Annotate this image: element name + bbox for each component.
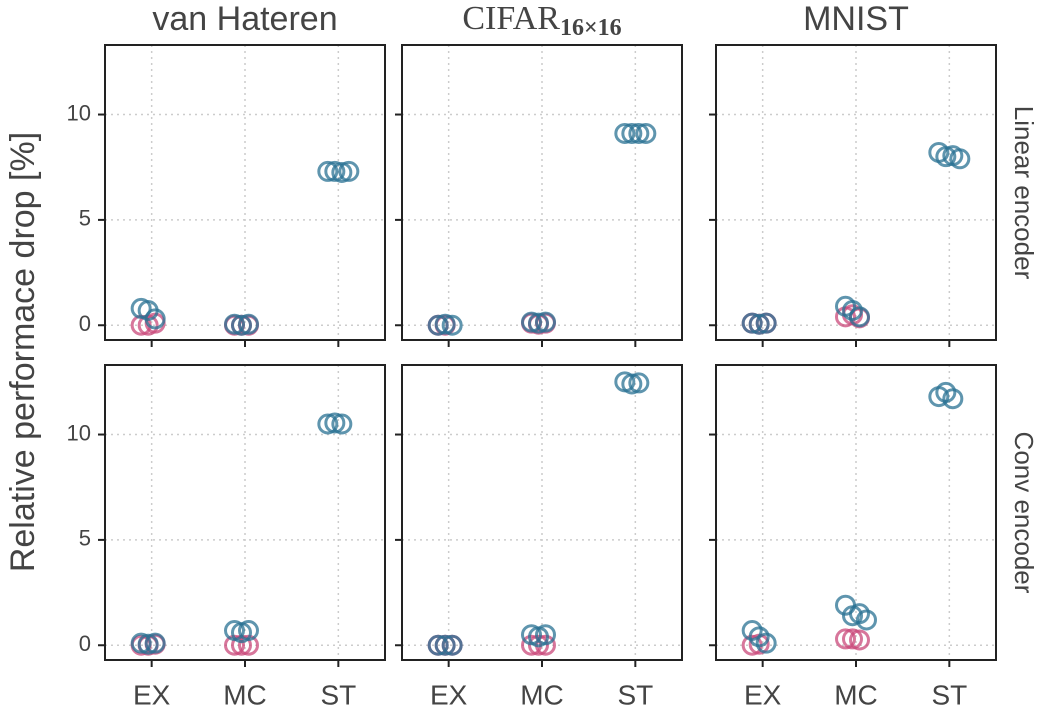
point	[144, 632, 166, 654]
point	[331, 413, 353, 435]
x-tick-label: ST	[617, 679, 653, 710]
point	[849, 629, 870, 651]
x-tick-label: EX	[430, 679, 468, 710]
point	[238, 620, 259, 641]
point	[849, 306, 870, 328]
point	[130, 632, 152, 654]
x-tick-label: MC	[834, 679, 878, 710]
point	[621, 373, 643, 395]
panel-frame	[715, 44, 997, 341]
panel-frame	[104, 44, 386, 341]
point	[842, 628, 863, 650]
x-tick-label: MC	[223, 679, 267, 710]
point	[324, 412, 346, 434]
panel-frame	[715, 364, 997, 661]
point	[331, 161, 353, 183]
point	[238, 313, 259, 335]
point	[137, 633, 159, 655]
point	[614, 123, 636, 144]
row-label: Linear encoder	[1009, 106, 1039, 280]
x-tick-label: EX	[133, 679, 171, 710]
point	[741, 620, 763, 641]
point	[317, 160, 339, 182]
point	[535, 311, 556, 333]
x-tick-label: EX	[744, 679, 782, 710]
point	[748, 626, 770, 648]
point	[535, 624, 556, 646]
x-tick-label: ST	[931, 679, 967, 710]
panel-frame	[104, 364, 386, 661]
point	[441, 634, 463, 656]
point	[317, 413, 339, 435]
point	[835, 628, 856, 650]
point	[935, 381, 957, 403]
y-tick-label: 0	[79, 631, 91, 656]
panel-title: van Hateren	[152, 0, 337, 38]
point	[935, 146, 957, 168]
point	[231, 314, 252, 336]
title-text: van Hateren	[152, 0, 337, 38]
point	[856, 609, 877, 631]
point	[942, 388, 964, 410]
row-label: Conv encoder	[1009, 432, 1039, 594]
point	[427, 634, 449, 656]
panel-title: MNIST	[803, 0, 909, 38]
point	[741, 312, 763, 334]
point	[748, 313, 770, 335]
point	[144, 308, 166, 330]
point	[427, 314, 449, 336]
point	[849, 603, 870, 625]
point	[528, 634, 549, 656]
point	[224, 313, 245, 335]
point	[628, 123, 650, 144]
point	[842, 300, 863, 321]
point	[434, 313, 456, 335]
point	[949, 148, 971, 170]
point	[755, 632, 777, 654]
point	[521, 311, 542, 333]
x-tick-label: MC	[520, 679, 564, 710]
y-tick-label: 5	[79, 206, 91, 231]
point	[628, 372, 650, 394]
y-tick-label: 0	[79, 311, 91, 336]
point	[441, 314, 463, 336]
panel-frame	[401, 364, 683, 661]
y-tick-label: 10	[67, 100, 91, 125]
point	[324, 160, 346, 182]
point	[755, 312, 777, 334]
title-text: MNIST	[803, 0, 909, 38]
x-tick-label: ST	[320, 679, 356, 710]
panel-title: CIFAR16×16	[462, 0, 621, 41]
y-tick-label: 5	[79, 526, 91, 551]
point	[621, 123, 643, 144]
point	[434, 634, 456, 656]
point	[528, 312, 549, 334]
point	[635, 123, 657, 144]
title-text: CIFAR	[462, 0, 560, 37]
title-subscript: 16×16	[560, 15, 622, 41]
y-tick-label: 10	[67, 420, 91, 445]
y-axis-label: Relative performace drop [%]	[4, 132, 42, 572]
point	[338, 160, 360, 182]
panel-frame	[401, 44, 683, 341]
